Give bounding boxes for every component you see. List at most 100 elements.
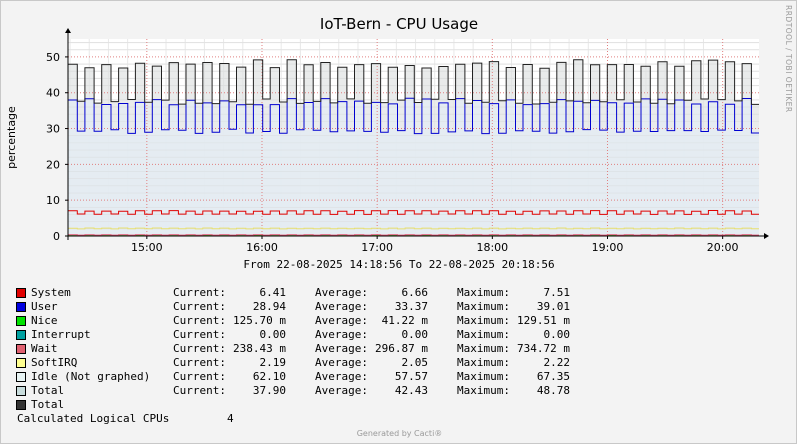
maximum-label: Maximum: xyxy=(457,342,510,355)
logical-cpus-label: Calculated Logical CPUs xyxy=(17,412,170,425)
current-label: Current: xyxy=(173,328,226,341)
x-tick-label: 20:00 xyxy=(707,241,739,254)
average-label: Average: xyxy=(315,328,368,341)
date-range: From 22-08-2025 14:18:56 To 22-08-2025 2… xyxy=(243,258,554,271)
footer-generated-by: Generated by Cacti® xyxy=(356,429,443,438)
legend-series-name: System xyxy=(31,286,71,299)
system-line xyxy=(68,210,759,215)
legend-swatch xyxy=(16,400,26,410)
current-value: 6.41 xyxy=(259,286,287,299)
y-tick-label: 10 xyxy=(46,194,60,207)
legend-row: Idle (Not graphed) Current: 62.10 Average: 5… xyxy=(16,370,716,384)
y-tick-label: 40 xyxy=(46,87,60,100)
average-value: 296.87 m xyxy=(375,342,428,355)
legend-swatch xyxy=(16,358,26,368)
y-tick-label: 50 xyxy=(46,51,60,64)
legend-row: Total Current: 37.90 Average: 42.43 Maximum: 4… xyxy=(16,384,716,398)
current-value: 37.90 xyxy=(252,384,286,397)
legend-series-name: Nice xyxy=(31,314,58,327)
average-label: Average: xyxy=(315,342,368,355)
average-value: 2.05 xyxy=(401,356,429,369)
legend-swatch xyxy=(16,344,26,354)
current-value: 0.00 xyxy=(259,328,287,341)
average-label: Average: xyxy=(315,356,368,369)
average-value: 57.57 xyxy=(394,370,428,383)
current-label: Current: xyxy=(173,356,226,369)
average-value: 42.43 xyxy=(394,384,428,397)
y-axis-label: percentage xyxy=(5,106,18,169)
legend-series-name: Idle (Not graphed) xyxy=(31,370,151,383)
legend-swatch xyxy=(16,302,26,312)
legend-row: SoftIRQ Current: 2.19 Average: 2.05 Maximum: 2… xyxy=(16,356,716,370)
current-value: 2.19 xyxy=(259,356,287,369)
current-label: Current: xyxy=(173,314,226,327)
legend-series-name: SoftIRQ xyxy=(31,356,78,369)
current-label: Current: xyxy=(173,384,226,397)
maximum-label: Maximum: xyxy=(457,356,510,369)
legend-swatch xyxy=(16,386,26,396)
average-value: 0.00 xyxy=(401,328,429,341)
current-value: 238.43 m xyxy=(233,342,286,355)
maximum-value: 2.22 xyxy=(543,356,571,369)
maximum-value: 48.78 xyxy=(536,384,570,397)
current-value: 28.94 xyxy=(252,300,286,313)
legend-series-name: Total xyxy=(31,398,65,411)
x-tick-label: 19:00 xyxy=(592,241,624,254)
maximum-label: Maximum: xyxy=(457,370,510,383)
legend-swatch xyxy=(16,316,26,326)
average-label: Average: xyxy=(315,286,368,299)
current-label: Current: xyxy=(173,286,226,299)
current-label: Current: xyxy=(173,342,226,355)
logical-cpus-value: 4 xyxy=(227,412,234,425)
maximum-value: 0.00 xyxy=(543,328,571,341)
average-value: 6.66 xyxy=(401,286,429,299)
legend-row: Interrupt Current: 0.00 Average: 0.00 Maximum… xyxy=(16,328,716,342)
maximum-label: Maximum: xyxy=(457,300,510,313)
logical-cpus-row: Calculated Logical CPUs 4 xyxy=(16,412,716,426)
maximum-value: 734.72 m xyxy=(517,342,570,355)
average-label: Average: xyxy=(315,314,368,327)
current-value: 125.70 m xyxy=(233,314,286,327)
x-tick-label: 17:00 xyxy=(361,241,393,254)
average-label: Average: xyxy=(315,384,368,397)
x-tick-label: 18:00 xyxy=(476,241,508,254)
legend-row: System Current: 6.41 Average: 6.66 Maximum: 7.… xyxy=(16,286,716,300)
legend-row: Wait Current: 238.43 m Average: 296.87 m Maxi… xyxy=(16,342,716,356)
legend: System Current: 6.41 Average: 6.66 Maximum: 7.… xyxy=(16,286,716,426)
current-label: Current: xyxy=(173,370,226,383)
x-tick-label: 16:00 xyxy=(246,241,278,254)
legend-swatch xyxy=(16,330,26,340)
softirq-line xyxy=(68,227,759,230)
maximum-label: Maximum: xyxy=(457,314,510,327)
y-tick-label: 30 xyxy=(46,123,60,136)
rrdtool-credit: RRDTOOL / TOBI OETIKER xyxy=(784,5,793,113)
y-tick-label: 20 xyxy=(46,158,60,171)
current-value: 62.10 xyxy=(252,370,286,383)
legend-row: User Current: 28.94 Average: 33.37 Maximum: 39… xyxy=(16,300,716,314)
x-tick-label: 15:00 xyxy=(131,241,163,254)
maximum-value: 39.01 xyxy=(536,300,570,313)
average-label: Average: xyxy=(315,300,368,313)
legend-swatch xyxy=(16,288,26,298)
maximum-label: Maximum: xyxy=(457,384,510,397)
legend-swatch xyxy=(16,372,26,382)
maximum-value: 7.51 xyxy=(543,286,571,299)
average-value: 33.37 xyxy=(394,300,428,313)
current-label: Current: xyxy=(173,300,226,313)
y-tick-label: 0 xyxy=(53,230,60,243)
chart-title: IoT-Bern - CPU Usage xyxy=(320,15,478,33)
legend-series-name: Interrupt xyxy=(31,328,91,341)
maximum-value: 129.51 m xyxy=(517,314,570,327)
average-label: Average: xyxy=(315,370,368,383)
legend-series-name: Wait xyxy=(31,342,58,355)
total-line xyxy=(68,59,759,105)
legend-series-name: Total xyxy=(31,384,65,397)
maximum-value: 67.35 xyxy=(536,370,570,383)
average-value: 41.22 m xyxy=(381,314,428,327)
legend-row: Total xyxy=(16,398,716,412)
x-axis-arrow xyxy=(764,233,769,239)
y-axis-arrow xyxy=(65,28,71,33)
maximum-label: Maximum: xyxy=(457,286,510,299)
